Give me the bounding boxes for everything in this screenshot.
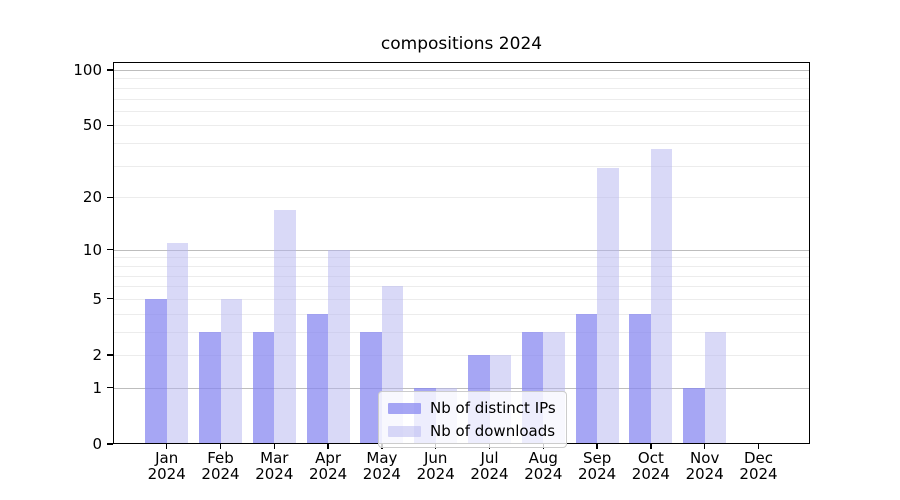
gridline-minor-80 — [113, 87, 810, 89]
ytick-label-5: 5 — [92, 289, 102, 308]
xtick-mark-feb — [219, 444, 222, 449]
ytick-mark-50 — [107, 124, 113, 127]
bar-downloads-jan — [166, 242, 189, 444]
xtick-mark-jan — [166, 444, 168, 449]
ytick-mark-2 — [107, 354, 113, 356]
ytick-label-10: 10 — [82, 240, 102, 259]
xtick-label-feb: Feb 2024 — [201, 449, 240, 483]
legend-item-downloads: Nb of downloads — [388, 421, 556, 441]
ytick-label-50: 50 — [82, 116, 102, 135]
ytick-label-0: 0 — [92, 435, 102, 453]
bar-downloads-mar — [274, 209, 296, 444]
bar-distinct-ips-jan — [145, 298, 167, 444]
bar-downloads-nov — [704, 331, 727, 444]
ytick-label-20: 20 — [82, 188, 102, 207]
gridline-minor-70 — [113, 98, 810, 100]
bar-downloads-feb — [220, 298, 242, 444]
legend-label-downloads: Nb of downloads — [430, 422, 556, 440]
gridline-minor-5 — [113, 298, 810, 300]
xtick-mark-nov — [704, 444, 706, 449]
gridline-minor-90 — [113, 78, 810, 80]
plot-area — [113, 62, 810, 444]
xtick-label-may: May 2024 — [362, 449, 401, 483]
bar-downloads-apr — [328, 249, 350, 444]
xtick-mark-sep — [596, 444, 598, 449]
bar-downloads-oct — [650, 149, 673, 444]
xtick-label-nov: Nov 2024 — [685, 449, 724, 483]
xtick-mark-oct — [650, 444, 652, 449]
gridline-minor-60 — [113, 110, 810, 112]
gridline-minor-40 — [113, 143, 810, 145]
ytick-mark-20 — [107, 196, 113, 198]
xtick-label-mar: Mar 2024 — [255, 449, 294, 483]
xtick-label-jun: Jun 2024 — [416, 449, 455, 483]
xtick-label-apr: Apr 2024 — [309, 449, 348, 483]
bar-distinct-ips-feb — [199, 331, 221, 444]
gridline-minor-6 — [113, 286, 810, 288]
gridline-minor-7 — [113, 275, 810, 277]
bar-distinct-ips-mar — [252, 331, 275, 444]
ytick-mark-0 — [107, 443, 113, 445]
ytick-mark-10 — [107, 249, 113, 251]
xtick-mark-mar — [273, 444, 275, 449]
ytick-label-100: 100 — [73, 61, 102, 79]
gridline-minor-8 — [113, 265, 810, 267]
chart-title: compositions 2024 — [380, 34, 543, 54]
xtick-label-oct: Oct 2024 — [631, 449, 670, 483]
legend-swatch-downloads — [388, 425, 421, 437]
gridline-minor-2 — [113, 355, 810, 356]
legend: Nb of distinct IPs Nb of downloads — [378, 391, 567, 448]
gridline-minor-9 — [113, 257, 810, 259]
xtick-mark-apr — [327, 444, 329, 449]
bar-distinct-ips-nov — [683, 387, 705, 444]
xtick-label-aug: Aug 2024 — [524, 449, 563, 483]
ytick-mark-100 — [107, 69, 113, 71]
gridline-minor-4 — [113, 313, 810, 315]
ytick-mark-5 — [107, 298, 113, 300]
gridline-minor-20 — [113, 197, 810, 199]
ytick-label-2: 2 — [92, 346, 102, 364]
xtick-label-sep: Sep 2024 — [578, 449, 617, 483]
bar-downloads-sep — [597, 168, 619, 444]
bar-distinct-ips-sep — [575, 313, 598, 444]
bar-distinct-ips-may — [360, 331, 382, 444]
legend-label-distinct-ips: Nb of distinct IPs — [430, 399, 556, 417]
gridline-major-1 — [113, 387, 810, 389]
bar-distinct-ips-apr — [306, 313, 329, 444]
xtick-label-dec: Dec 2024 — [739, 449, 778, 483]
ytick-label-1: 1 — [92, 378, 102, 397]
xtick-label-jul: Jul 2024 — [470, 449, 509, 483]
xtick-mark-dec — [757, 444, 760, 449]
gridline-minor-30 — [113, 165, 810, 167]
legend-item-distinct-ips: Nb of distinct IPs — [388, 398, 556, 418]
xtick-label-jan: Jan 2024 — [147, 449, 186, 483]
gridline-major-10 — [113, 249, 810, 251]
gridline-minor-3 — [113, 331, 810, 333]
gridline-major-100 — [113, 70, 810, 71]
gridline-minor-50 — [113, 125, 810, 127]
bar-distinct-ips-oct — [629, 313, 651, 444]
legend-swatch-distinct-ips — [388, 402, 421, 414]
ytick-mark-1 — [107, 387, 113, 389]
